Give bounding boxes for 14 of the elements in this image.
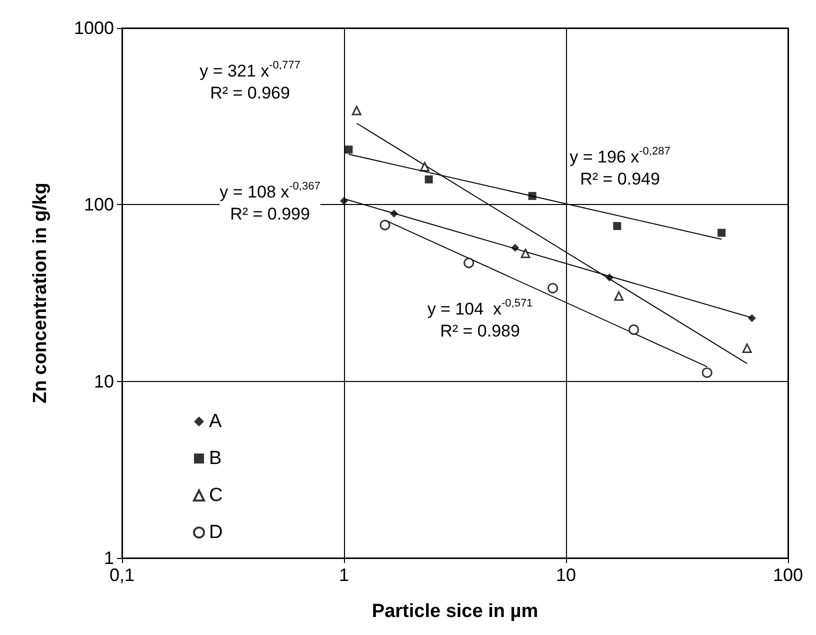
x-tick-label: 10: [556, 565, 576, 585]
legend-label: B: [209, 448, 222, 469]
y-tick-label: 1: [104, 548, 114, 568]
x-tick-label: 1: [338, 565, 350, 585]
y-tick-label: 1000: [74, 18, 114, 38]
y-tick-label: 10: [94, 371, 114, 392]
x-axis-title: Particle sice in µm: [372, 601, 538, 622]
x-tick-label: 0,1: [109, 565, 135, 585]
legend-label: A: [209, 411, 222, 432]
y-axis-title: Zn concentration in g/kg: [30, 182, 51, 404]
y-tick-label: 100: [84, 194, 114, 215]
legend-label: C: [209, 485, 223, 506]
legend-label: D: [209, 522, 223, 543]
x-tick-label: 100: [772, 565, 804, 585]
